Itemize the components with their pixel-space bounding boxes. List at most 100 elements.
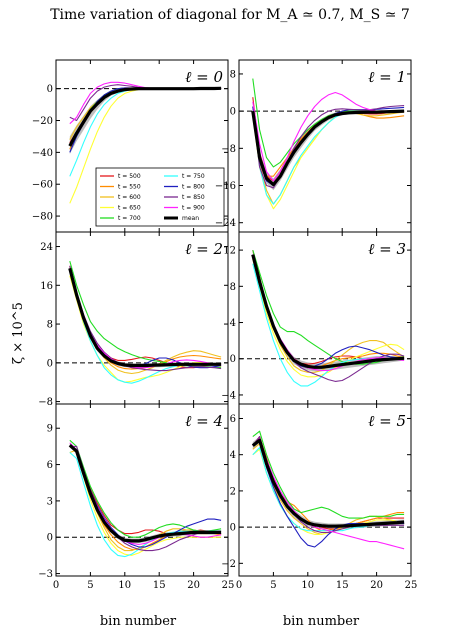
y-tick-label: 2 [230,486,236,497]
panel-label: ℓ = 2 [185,240,223,258]
series-line-t-900 [69,268,222,369]
y-tick-label: 9 [47,424,53,435]
x-tick-label: 10 [301,580,314,591]
y-tick-label: −16 [215,181,236,192]
legend-label: t = 600 [118,194,141,201]
panel-label: ℓ = 3 [368,240,406,258]
x-tick-label: 20 [370,580,383,591]
x-axis-label-right: bin number [283,614,360,629]
series-line-t-900 [252,437,405,550]
y-tick-label: −8 [221,144,236,155]
y-tick-label: 12 [223,246,236,257]
y-tick-label: 6 [230,414,236,425]
y-tick-label: 0 [47,358,53,369]
x-tick-label: 25 [405,580,418,591]
y-tick-label: −60 [32,180,53,191]
legend: t = 500 t = 550 t = 600 t = 650 t = 700 t = 7… [95,167,225,227]
panel-frame [238,403,412,577]
y-tick-label: 0 [47,84,53,95]
series-line-t-600 [252,111,405,205]
x-tick-label: 5 [270,580,276,591]
series-line-t-750 [69,87,222,177]
plot-area [239,249,411,387]
y-tick-label: 6 [47,460,53,471]
series-line-t-650 [69,445,222,556]
legend-label: t = 750 [182,173,205,180]
x-tick-label: 15 [336,580,349,591]
y-tick-label: 0 [230,107,236,118]
y-tick-label: 8 [47,320,53,331]
y-tick-label: 8 [230,282,236,293]
legend-label: t = 800 [182,184,205,191]
plot-area [239,78,411,210]
series-line-mean [68,267,222,368]
panel-label: ℓ = 5 [368,412,406,430]
panel-label: ℓ = 4 [185,412,223,430]
series-line-t-700 [252,249,405,365]
y-tick-label: −20 [32,116,53,127]
series-line-mean [251,254,405,369]
series-line-t-700 [252,430,405,519]
series-line-t-550 [252,259,405,369]
series-line-t-650 [252,110,405,210]
y-tick-label: −40 [32,148,53,159]
legend-box [95,167,225,227]
series-line-t-550 [69,87,222,150]
series-line-mean [251,109,405,187]
series-line-t-800 [69,268,222,369]
x-tick-label: 10 [118,580,131,591]
y-tick-label: 4 [230,318,236,329]
series-line-t-500 [69,265,222,369]
y-tick-label: −80 [32,212,53,223]
y-tick-label: 3 [47,496,53,507]
x-tick-label: 0 [53,580,59,591]
y-tick-label: −8 [38,397,53,408]
legend-label: mean [182,215,199,222]
panel-label: ℓ = 0 [185,68,223,86]
y-tick-label: −4 [221,390,236,401]
x-tick-label: 25 [222,580,235,591]
y-tick-label: −3 [38,569,53,580]
series-line-t-750 [252,110,405,205]
y-tick-label: 0 [47,533,53,544]
chart-title: Time variation of diagonal for M_A ≃ 0.7… [50,7,410,23]
plot-area [56,439,228,558]
y-tick-label: 24 [40,242,53,253]
series-line-t-700 [69,439,222,538]
legend-label: t = 900 [182,205,205,212]
legend-label: t = 650 [118,205,141,212]
x-tick-label: 20 [187,580,200,591]
std-band [69,264,222,368]
legend-label: t = 850 [182,194,205,201]
plot-area [56,81,228,204]
y-tick-label: 16 [40,281,53,292]
series-line-mean [251,438,405,528]
y-tick-label: 4 [230,450,236,461]
plot-area [239,430,411,550]
series-line-t-600 [69,268,222,375]
x-axis-label-left: bin number [100,614,177,629]
series-line-t-800 [252,254,405,369]
legend-label: t = 500 [118,173,141,180]
x-tick-label: 15 [153,580,166,591]
legend-label: t = 550 [118,184,141,191]
panel-3: 12 8 4 0 −4 ℓ = 3 [221,231,412,405]
panel-2: 24 16 8 0 −8 ℓ = 2 [38,231,229,408]
y-tick-label: 0 [230,523,236,534]
series-line-t-900 [252,91,405,182]
legend-label: t = 700 [118,215,141,222]
plot-area [56,260,228,384]
panel-1: 8 0 −8 −16 −24 ℓ = 1 [215,59,412,233]
series-line-mean [68,444,222,543]
y-axis-label: ζ × 10^5 [11,302,26,364]
x-tick-label: 0 [236,580,242,591]
panel-label: ℓ = 1 [368,68,406,86]
x-tick-label: 5 [87,580,93,591]
y-tick-label: −24 [215,218,236,229]
series-line-t-550 [69,270,222,370]
panel-frame [55,403,229,577]
series-line-t-850 [69,265,222,372]
y-tick-label: 0 [230,354,236,365]
